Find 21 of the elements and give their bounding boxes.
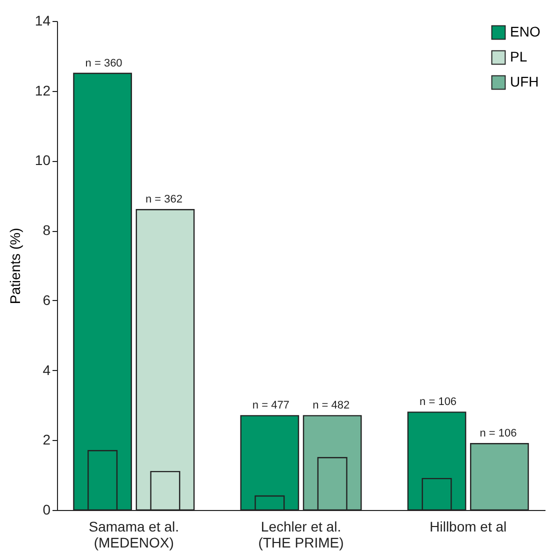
x-tick-label: Lechler et al. (THE PRIME) bbox=[258, 518, 344, 550]
y-tick-label: 4 bbox=[42, 362, 51, 378]
y-tick-label: 2 bbox=[42, 432, 51, 448]
y-tick-label: 8 bbox=[42, 222, 51, 238]
y-tick-label: 12 bbox=[34, 82, 51, 98]
legend-label: UFH bbox=[510, 74, 539, 90]
annotation: n = 482 bbox=[312, 400, 350, 412]
x-tick-label: Hillbom et al bbox=[430, 518, 507, 534]
annotation: n = 106 bbox=[480, 428, 517, 440]
y-axis-title: Patients (%) bbox=[6, 228, 23, 304]
y-tick-label: 14 bbox=[34, 12, 51, 28]
legend-label: PL bbox=[510, 48, 528, 64]
annotation: n = 362 bbox=[145, 194, 182, 206]
legend-label: ENO bbox=[510, 24, 540, 40]
y-tick-label: 0 bbox=[42, 502, 51, 518]
x-tick-label: Samama et al. (MEDENOX) bbox=[88, 518, 180, 550]
annotation: n = 477 bbox=[252, 400, 290, 412]
y-tick-label: 10 bbox=[34, 152, 51, 168]
y-tick-label: 6 bbox=[42, 292, 51, 308]
annotation: n = 106 bbox=[420, 396, 457, 408]
annotation: n = 360 bbox=[85, 57, 122, 70]
